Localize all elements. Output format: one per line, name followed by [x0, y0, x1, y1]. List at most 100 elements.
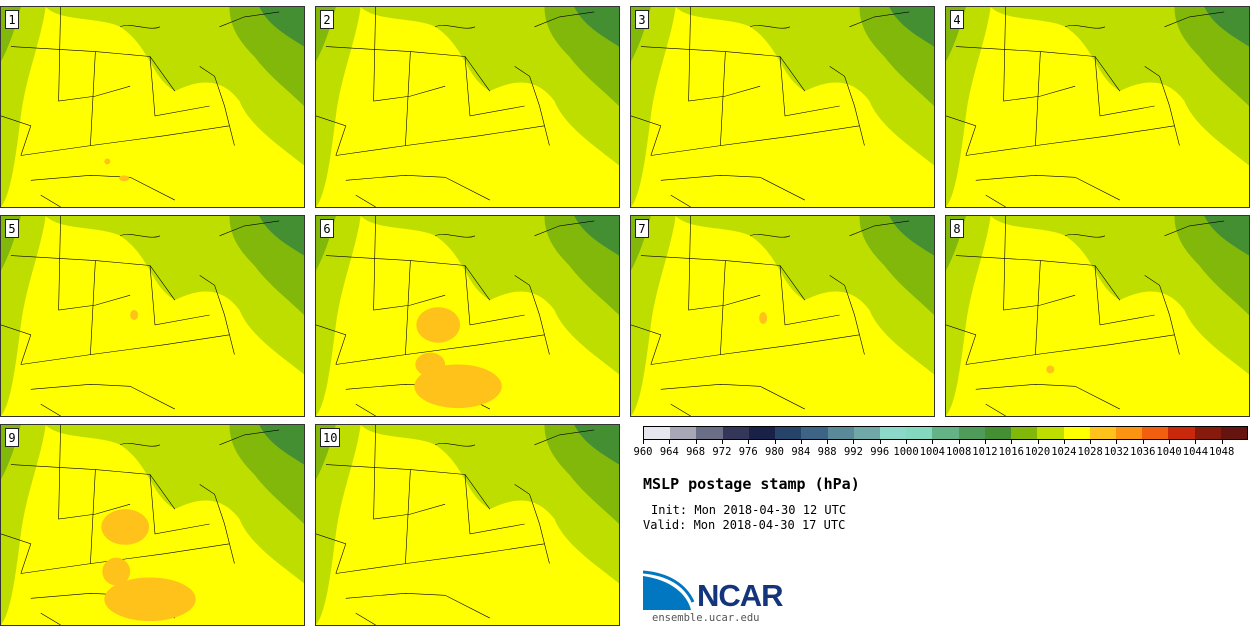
colorbar-tick	[774, 440, 776, 444]
colorbar-tick-label: 1048	[1209, 446, 1235, 458]
colorbar-tick	[1090, 440, 1092, 444]
site-url: ensemble.ucar.edu	[652, 612, 760, 624]
map-panel: 5	[0, 215, 305, 417]
colorbar-tick-label: 1020	[1024, 446, 1051, 458]
colorbar-ticks: 960 964 968 972 976 980 984 988 992 996 1000 1004 10…	[634, 440, 1248, 464]
member-label: 6	[320, 219, 334, 238]
pressure-high-region	[102, 557, 131, 586]
colorbar-tick	[1037, 440, 1039, 444]
colorbar-swatch	[827, 427, 854, 439]
colorbar-tick	[853, 440, 855, 444]
colorbar-tick	[643, 440, 644, 444]
colorbar-tick	[1195, 440, 1197, 444]
colorbar-tick	[1063, 440, 1065, 444]
figure-title: MSLP postage stamp (hPa)	[643, 475, 860, 493]
colorbar-tick	[827, 440, 829, 444]
colorbar-tick	[1116, 440, 1118, 444]
pressure-high-region	[759, 312, 768, 324]
map-panel: 7	[630, 215, 935, 417]
pressure-high-region	[414, 364, 502, 409]
pressure-high-region	[130, 310, 139, 320]
colorbar-swatch	[722, 427, 749, 439]
member-label: 3	[635, 10, 649, 29]
member-label: 7	[635, 219, 649, 238]
pressure-high-region	[119, 175, 130, 182]
colorbar-tick-label: 1016	[998, 446, 1024, 458]
map-panel: 10	[315, 424, 620, 626]
colorbar-swatch	[775, 427, 802, 439]
colorbar-swatch	[906, 427, 933, 439]
colorbar-tick-label: 996	[870, 446, 890, 458]
colorbar-swatch	[748, 427, 776, 439]
colorbar-swatch	[1220, 427, 1248, 439]
colorbar-tick-label: 1044	[1182, 446, 1209, 458]
map-panel: 3	[630, 6, 935, 208]
map-panel: 6	[315, 215, 620, 417]
colorbar-swatch	[1063, 427, 1090, 439]
colorbar-tick	[879, 440, 881, 444]
pressure-high-region	[1046, 365, 1055, 374]
member-label: 10	[320, 428, 341, 447]
map-panel: 2	[315, 6, 620, 208]
colorbar-swatch	[696, 427, 723, 439]
member-label: 5	[5, 219, 19, 238]
colorbar-tick-label: 1028	[1077, 446, 1103, 458]
colorbar-swatch	[1168, 427, 1195, 439]
member-label: 8	[950, 219, 964, 238]
colorbar-tick-label: 1036	[1130, 446, 1156, 458]
colorbar-swatch	[1011, 427, 1038, 439]
colorbar-tick	[800, 440, 802, 444]
colorbar-tick-label: 1000	[893, 446, 919, 458]
colorbar-tick-label: 1024	[1051, 446, 1077, 458]
member-label: 9	[5, 428, 19, 447]
colorbar-tick-label: 968	[686, 446, 706, 458]
colorbar-tick-label: 1008	[945, 446, 972, 458]
colorbar-swatch	[1194, 427, 1221, 439]
colorbar-swatch	[1115, 427, 1143, 439]
colorbar-swatch	[670, 427, 697, 439]
colorbar-tick-label: 992	[843, 446, 863, 458]
map-panel: 9	[0, 424, 305, 626]
colorbar-swatch	[853, 427, 880, 439]
map-panel: 1	[0, 6, 305, 208]
pressure-high-region	[416, 307, 461, 343]
member-label: 4	[950, 10, 964, 29]
colorbar-tick-label: 964	[659, 446, 679, 458]
colorbar-tick	[1142, 440, 1144, 444]
pressure-high-region	[415, 352, 446, 377]
colorbar-swatch	[879, 427, 907, 439]
colorbar-tick	[669, 440, 671, 444]
colorbar-tick	[906, 440, 908, 444]
colorbar-tick-label: 980	[765, 446, 784, 458]
colorbar-tick	[695, 440, 697, 444]
member-label: 2	[320, 10, 334, 29]
colorbar-tick	[748, 440, 750, 444]
colorbar-swatch	[801, 427, 828, 439]
colorbar-swatch	[1089, 427, 1116, 439]
init-time: Init: Mon 2018-04-30 12 UTC	[651, 503, 847, 517]
colorbar-tick-label: 972	[712, 446, 732, 458]
valid-time: Valid: Mon 2018-04-30 17 UTC	[643, 518, 846, 532]
ncar-logo	[643, 570, 695, 610]
colorbar-swatch	[644, 427, 671, 439]
colorbar-swatch	[1037, 427, 1064, 439]
colorbar-tick	[1169, 440, 1171, 444]
colorbar-tick-label: 1012	[972, 446, 998, 458]
colorbar-swatch	[984, 427, 1012, 439]
map-panel: 8	[945, 215, 1250, 417]
ncar-wordmark: NCAR	[697, 578, 784, 613]
colorbar-tick	[721, 440, 723, 444]
colorbar-tick-label: 960	[633, 446, 653, 458]
colorbar-tick	[984, 440, 986, 444]
colorbar-tick-label: 1040	[1156, 446, 1182, 458]
pressure-high-region	[104, 577, 196, 622]
colorbar-tick	[932, 440, 934, 444]
colorbar-tick-label: 988	[817, 446, 837, 458]
colorbar-tick-label: 976	[738, 446, 758, 458]
member-label: 1	[5, 10, 19, 29]
colorbar-tick-label: 984	[791, 446, 811, 458]
colorbar-swatch	[1142, 427, 1169, 439]
colorbar-tick	[1011, 440, 1013, 444]
colorbar-tick-label: 1032	[1103, 446, 1130, 458]
map-panel: 4	[945, 6, 1250, 208]
